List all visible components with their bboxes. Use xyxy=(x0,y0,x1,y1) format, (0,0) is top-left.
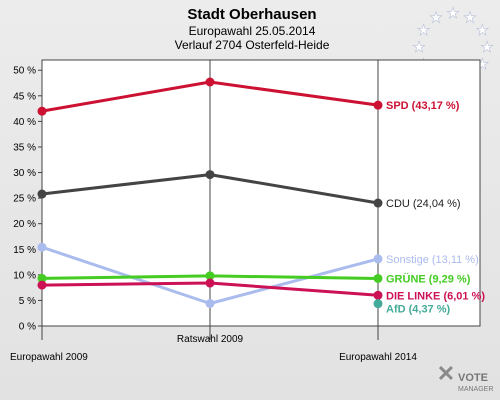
data-point xyxy=(373,290,383,300)
data-point xyxy=(373,254,383,264)
data-point xyxy=(205,298,215,308)
eu-star-icon: ★ xyxy=(446,4,459,22)
y-tick-label: 45 % xyxy=(13,91,36,102)
chart-subtitle-2: Verlauf 2704 Osterfeld-Heide xyxy=(175,38,330,52)
chart-subtitle-1: Europawahl 25.05.2014 xyxy=(189,24,316,38)
data-point xyxy=(37,242,47,252)
chart-title: Stadt Oberhausen xyxy=(187,6,316,23)
series-end-label: SPD (43,17 %) xyxy=(386,100,460,112)
data-point xyxy=(373,273,383,283)
y-tick-label: 15 % xyxy=(13,245,36,256)
y-axis: 0 % 5 % 10 % 15 % 20 % 25 % 30 % 35 % 40 % 45 % 50… xyxy=(13,66,42,333)
x-tick-label: Europawahl 2009 xyxy=(10,352,88,363)
data-point xyxy=(205,170,215,180)
x-tick-label: Ratswahl 2009 xyxy=(177,334,244,345)
x-tick-label: Europawahl 2014 xyxy=(339,352,417,363)
series-end-label: AfD (4,37 %) xyxy=(386,303,451,315)
data-point xyxy=(373,299,383,309)
y-tick-label: 10 % xyxy=(13,270,36,281)
series-end-label: DIE LINKE (6,01 %) xyxy=(386,290,485,302)
y-tick-label: 50 % xyxy=(13,66,36,77)
vote-manager-logo: ✕ VOTE MANAGER xyxy=(437,361,494,393)
eu-star-icon: ★ xyxy=(463,9,476,27)
data-point xyxy=(205,77,215,87)
y-tick-label: 20 % xyxy=(13,219,36,230)
eu-star-icon: ★ xyxy=(476,21,489,39)
series-end-label: GRÜNE (9,29 %) xyxy=(386,272,471,285)
data-point xyxy=(37,189,47,199)
data-point xyxy=(37,273,47,283)
series-end-label: Sonstige (13,11 %) xyxy=(386,254,479,266)
y-tick-label: 5 % xyxy=(19,296,36,307)
series-end-label: CDU (24,04 %) xyxy=(386,198,461,210)
data-point xyxy=(205,278,215,288)
logo-line1: VOTE xyxy=(458,372,488,384)
data-point xyxy=(37,106,47,116)
eu-star-icon: ★ xyxy=(412,38,425,56)
logo-line2: MANAGER xyxy=(458,386,493,393)
series-layer xyxy=(37,77,383,309)
data-point xyxy=(205,271,215,281)
y-tick-label: 25 % xyxy=(13,194,36,205)
data-point xyxy=(373,100,383,110)
eu-star-icon: ★ xyxy=(480,38,493,56)
vote-x-icon: ✕ xyxy=(437,361,455,386)
series-label-layer: SPD (43,17 %) CDU (24,04 %) Sonstige (13,1… xyxy=(386,100,485,315)
eu-star-icon: ★ xyxy=(417,21,430,39)
eu-star-icon: ★ xyxy=(429,9,442,27)
data-point xyxy=(373,198,383,208)
y-tick-label: 40 % xyxy=(13,117,36,128)
data-point xyxy=(37,280,47,290)
y-tick-label: 0 % xyxy=(19,322,36,333)
y-tick-label: 30 % xyxy=(13,168,36,179)
y-tick-label: 35 % xyxy=(13,142,36,153)
plot-area xyxy=(41,59,481,327)
